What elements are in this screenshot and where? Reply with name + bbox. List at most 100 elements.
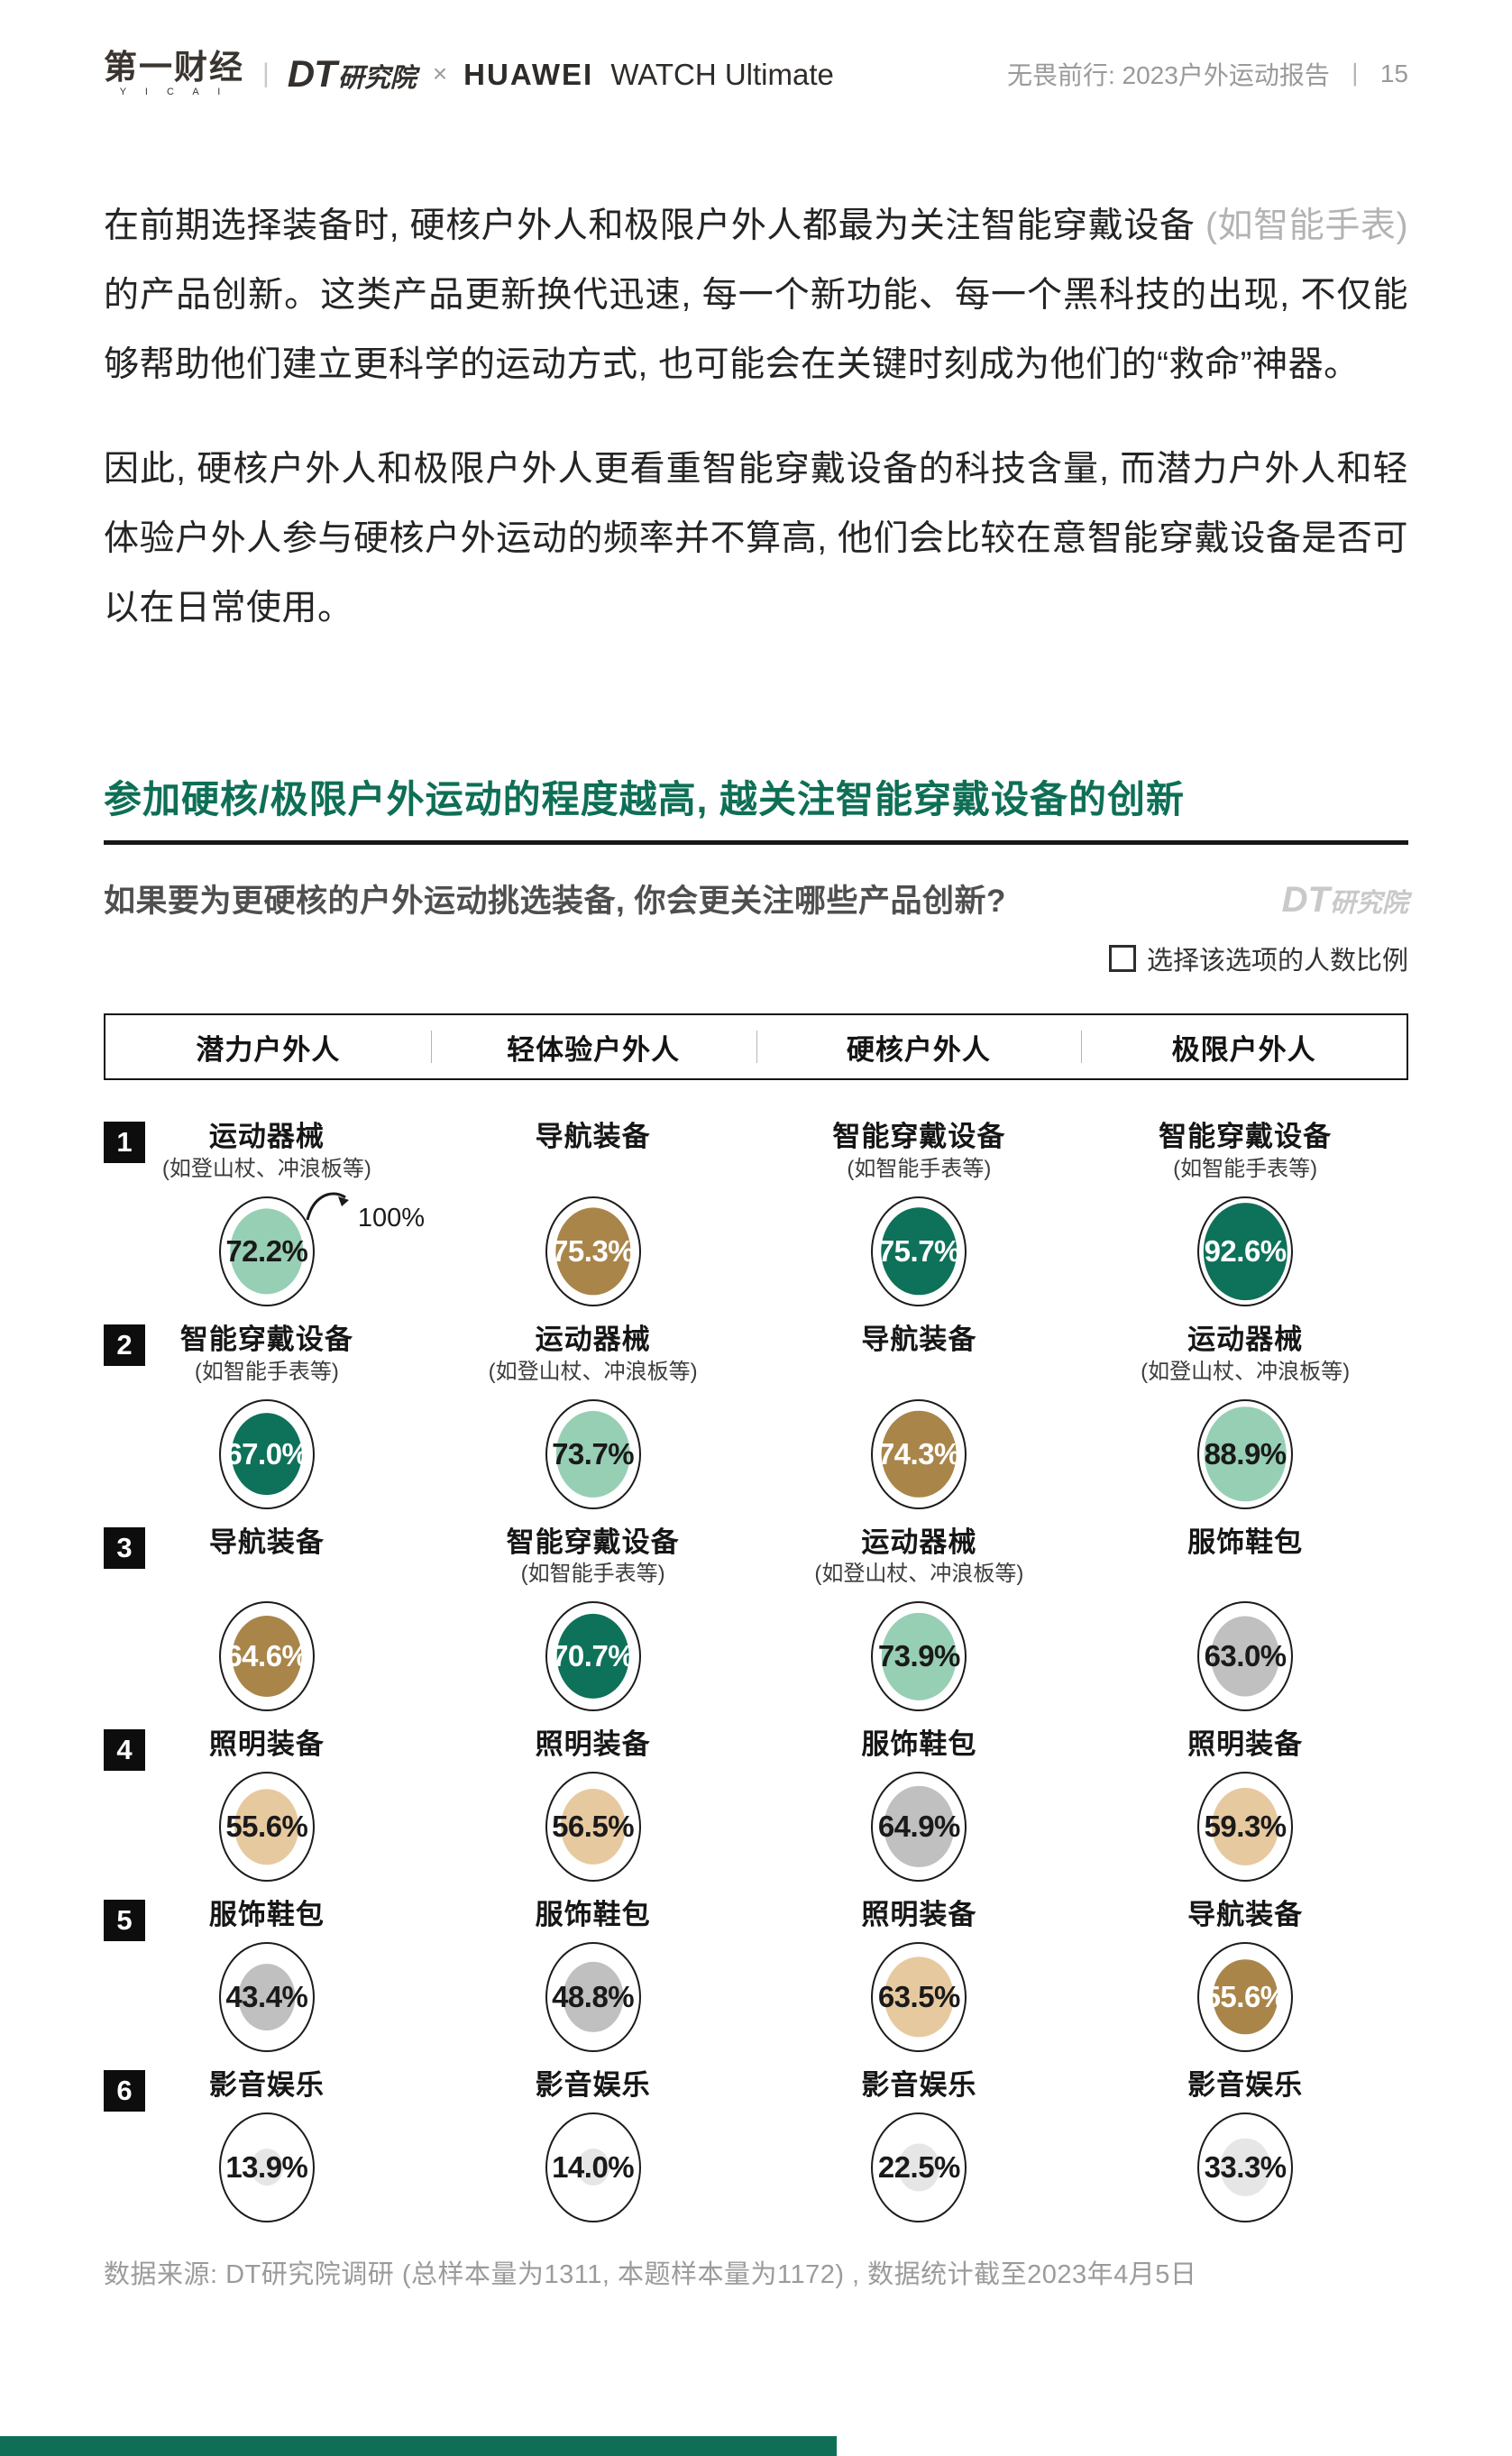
proportion-oval: 55.6% [218, 1772, 315, 1882]
percentage-value: 22.5% [877, 2149, 961, 2184]
proportion-oval: 14.0% [545, 2112, 641, 2222]
watermark-suffix-text: 研究院 [1329, 889, 1408, 918]
chart-cell: 导航装备 55.6% [1082, 1898, 1408, 2052]
category-sublabel: (如登山杖、冲浪板等) [161, 1156, 371, 1181]
rank-badge: 6 [104, 2069, 145, 2112]
chart-cell: 智能穿戴设备 (如智能手表等) 75.7% [756, 1120, 1083, 1306]
proportion-fill [560, 1788, 626, 1865]
body-paragraph-2: 因此, 硬核户外人和极限户外人更看重智能穿戴设备的科技含量, 而潜力户外人和轻体… [104, 435, 1408, 643]
chart-row: 3 导航装备 64.6% 智能穿戴设备 (如智能手表等) 70.7% 运动器械 (如登山杖、冲… [104, 1526, 1408, 1712]
chart-question-row: 如果要为更硬核的户外运动挑选装备, 你会更关注哪些产品创新? DT研究院 [104, 875, 1408, 921]
chart-cell: 影音娱乐 13.9% [104, 2068, 430, 2222]
percentage-value: 13.9% [225, 2149, 308, 2184]
proportion-oval: 48.8% [545, 1941, 641, 2052]
proportion-fill [884, 1957, 954, 2038]
proportion-oval: 72.2% 100% [218, 1192, 425, 1306]
chart-cell: 服饰鞋包 64.9% [756, 1727, 1083, 1882]
chart-headline: 参加硬核/极限户外运动的程度越高, 越关注智能穿戴设备的创新 [104, 778, 1186, 820]
proportion-fill [884, 1785, 955, 1868]
chart-cell: 影音娱乐 22.5% [756, 2068, 1083, 2222]
category-label: 导航装备 [1187, 1899, 1304, 1930]
proportion-fill [563, 1961, 624, 2032]
proportion-oval: 88.9% [1197, 1398, 1294, 1509]
dt-logo-text: DT [287, 52, 337, 95]
category-sublabel: (如登山杖、冲浪板等) [814, 1562, 1024, 1587]
proportion-fill [232, 1616, 302, 1698]
category-label: 导航装备 [535, 1121, 651, 1152]
percentage-value: 63.5% [877, 1979, 961, 2013]
proportion-fill [1213, 1959, 1278, 2035]
proportion-fill [882, 1410, 957, 1498]
column-divider [756, 1031, 757, 1063]
category-sublabel: (如智能手表等) [194, 1359, 339, 1384]
category-sublabel: (如智能手表等) [520, 1562, 665, 1587]
chart-row: 5 服饰鞋包 43.4% 服饰鞋包 48.8% 照明装备 63.5% 导航装备 55.6% [104, 1898, 1408, 2052]
chart-cell: 运动器械 (如登山杖、冲浪板等) 73.9% [756, 1526, 1083, 1712]
percentage-value: 59.3% [1204, 1810, 1287, 1843]
proportion-oval: 75.3% [545, 1196, 641, 1306]
column-header: 轻体验户外人 [430, 1027, 756, 1068]
page-number: 15 [1379, 60, 1408, 87]
percentage-value: 43.4% [225, 1979, 308, 2013]
watch-ultimate-label: WATCH Ultimate [610, 57, 834, 91]
pagination-separator: 丨 [1342, 61, 1368, 89]
proportion-fill [230, 1208, 304, 1295]
category-label: 智能穿戴设备 [832, 1121, 1006, 1152]
percentage-value: 74.3% [877, 1436, 961, 1471]
proportion-fill [898, 2142, 940, 2192]
rank-badge: 1 [104, 1122, 145, 1163]
proportion-oval: 74.3% [871, 1398, 967, 1509]
proportion-fill [250, 2148, 283, 2186]
category-label: 服饰鞋包 [861, 1728, 977, 1761]
category-label: 导航装备 [208, 1526, 325, 1558]
legend-square-icon [1108, 945, 1136, 972]
percentage-value: 64.6% [225, 1639, 308, 1673]
category-label: 运动器械 [535, 1323, 651, 1355]
legend-label: 选择该选项的人数比例 [1146, 947, 1408, 976]
page-header: 第一财经 Y I C A I | DT 研究院 × HUAWEI WATCH U… [0, 0, 1512, 97]
page-content: 在前期选择装备时, 硬核户外人和极限户外人都最为关注智能穿戴设备 (如智能手表)… [0, 191, 1512, 2291]
chart-row: 4 照明装备 55.6% 照明装备 56.5% 服饰鞋包 64.9% 照明装备 59.3% [104, 1727, 1408, 1882]
chart-cell: 照明装备 63.5% [756, 1898, 1083, 2052]
category-label: 影音娱乐 [1187, 2068, 1304, 2101]
percentage-value: 55.6% [225, 1810, 308, 1843]
watermark-dt-text: DT [1281, 880, 1330, 920]
chart-cell: 智能穿戴设备 (如智能手表等) 70.7% [430, 1526, 756, 1712]
chart-row: 1 运动器械 (如登山杖、冲浪板等) 72.2% 100% 导航装备 75.3% 智能穿戴设备… [104, 1120, 1408, 1306]
proportion-oval: 43.4% [218, 1941, 315, 2052]
paragraph-text: 在前期选择装备时, 硬核户外人和极限户外人都最为关注智能穿戴设备 [104, 206, 1205, 245]
category-label: 导航装备 [861, 1323, 977, 1355]
percentage-value: 63.0% [1204, 1639, 1287, 1673]
category-label: 智能穿戴设备 [506, 1526, 680, 1558]
percentage-value: 92.6% [1204, 1233, 1287, 1268]
percentage-value: 14.0% [552, 2149, 635, 2184]
dt-research-logo: DT 研究院 [288, 55, 417, 93]
column-header: 潜力户外人 [196, 1033, 341, 1066]
proportion-fill [882, 1613, 957, 1700]
percentage-value: 33.3% [1204, 2149, 1287, 2184]
chart-cell: 服饰鞋包 48.8% [430, 1898, 756, 2052]
chart-cell: 服饰鞋包 43.4% [104, 1898, 430, 2052]
percentage-value: 48.8% [552, 1979, 635, 2013]
proportion-fill [234, 1789, 299, 1865]
proportion-oval: 64.9% [871, 1772, 967, 1882]
yicai-logo-cn: 第一财经 [104, 49, 244, 86]
category-sublabel: (如智能手表等) [1173, 1156, 1318, 1181]
proportion-fill [554, 1207, 631, 1296]
proportion-fill [238, 1963, 296, 2030]
proportion-oval: 63.0% [1197, 1601, 1294, 1712]
proportion-oval: 13.9% [218, 2112, 315, 2222]
column-divider [430, 1031, 432, 1063]
percentage-value: 88.9% [1204, 1436, 1287, 1471]
proportion-oval: 55.6% [1197, 1941, 1294, 2052]
category-label: 运动器械 [861, 1526, 977, 1558]
category-label: 照明装备 [1187, 1728, 1304, 1761]
percentage-value: 73.9% [877, 1639, 961, 1673]
column-header: 硬核户外人 [756, 1027, 1082, 1068]
category-label: 照明装备 [535, 1728, 651, 1761]
proportion-fill [576, 2148, 609, 2186]
category-sublabel: (如智能手表等) [847, 1156, 992, 1181]
bottom-accent-bar [0, 2436, 837, 2456]
proportion-oval: 75.7% [871, 1196, 967, 1306]
rank-badge: 4 [104, 1729, 145, 1772]
